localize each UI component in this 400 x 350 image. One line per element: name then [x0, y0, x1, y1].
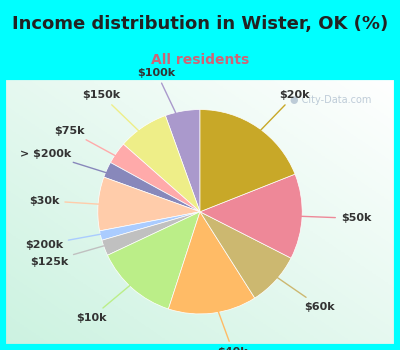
Text: $100k: $100k — [138, 68, 186, 134]
Wedge shape — [200, 174, 302, 258]
Text: $10k: $10k — [76, 271, 147, 323]
Wedge shape — [110, 144, 200, 212]
Wedge shape — [200, 110, 295, 212]
Text: $50k: $50k — [279, 214, 371, 223]
Wedge shape — [104, 162, 200, 212]
Wedge shape — [98, 177, 200, 231]
Text: ● City-Data.com: ● City-Data.com — [290, 95, 371, 105]
Wedge shape — [165, 110, 200, 212]
Text: All residents: All residents — [151, 52, 249, 66]
Wedge shape — [100, 212, 200, 240]
Wedge shape — [123, 116, 200, 212]
Wedge shape — [102, 212, 200, 255]
Wedge shape — [200, 212, 291, 298]
Bar — [4, 78, 396, 346]
Text: $20k: $20k — [245, 90, 310, 146]
Wedge shape — [108, 212, 200, 309]
Text: $125k: $125k — [30, 240, 126, 267]
Text: $150k: $150k — [83, 90, 155, 146]
Text: $30k: $30k — [29, 196, 121, 206]
Text: $60k: $60k — [259, 265, 335, 312]
Text: $40k: $40k — [210, 290, 248, 350]
Wedge shape — [168, 212, 255, 314]
Text: > $200k: > $200k — [20, 149, 128, 179]
Text: $200k: $200k — [25, 230, 123, 250]
Text: $75k: $75k — [54, 126, 135, 166]
Text: Income distribution in Wister, OK (%): Income distribution in Wister, OK (%) — [12, 15, 388, 34]
